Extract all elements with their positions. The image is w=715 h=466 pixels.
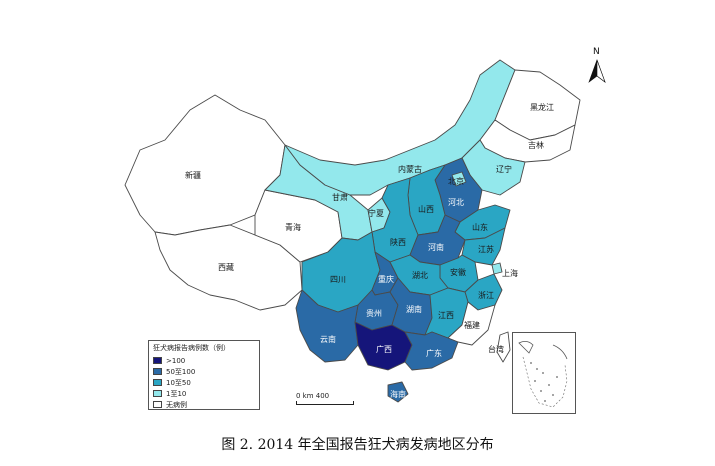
legend-item: 无病例 [153,399,255,410]
label-shandong: 山东 [472,222,488,232]
label-guangdong: 广东 [426,348,442,358]
label-henan: 河南 [428,242,444,252]
label-ningxia: 宁夏 [368,208,384,218]
label-gansu: 甘肃 [332,192,348,202]
label-hubei: 湖北 [412,271,428,280]
south-china-sea-inset [512,332,576,414]
label-chongqing: 重庆 [378,274,394,284]
label-shaanxi: 陕西 [390,237,406,247]
legend-item: 50至100 [153,366,255,377]
map-legend: 狂犬病报告病例数（例） >100 50至100 10至50 1至10 无病例 [148,340,260,410]
label-xizang: 西藏 [218,262,234,272]
region-shanghai [491,262,503,275]
label-liaoning: 辽宁 [496,164,512,174]
label-hebei: 河北 [448,197,464,207]
label-jilin: 吉林 [528,140,544,150]
province-labels: 新疆 西藏 青海 甘肃 内蒙古 黑龙江 吉林 辽宁 北京 河北 山西 山东 宁夏… [185,102,554,399]
legend-swatch [153,368,162,375]
legend-label: >100 [166,356,186,365]
label-hunan: 湖南 [406,304,422,314]
scale-label: 0 km 400 [296,392,330,400]
legend-swatch [153,357,162,364]
label-fujian: 福建 [464,320,480,330]
legend-label: 无病例 [166,400,187,409]
north-arrow-label: N [593,47,600,57]
label-jiangxi: 江西 [438,311,454,320]
legend-swatch [153,379,162,386]
legend-item: 10至50 [153,377,255,388]
label-qinghai: 青海 [285,222,301,232]
label-yunnan: 云南 [320,334,336,344]
label-shanxi: 山西 [418,204,434,214]
label-beijing: 北京 [448,176,464,186]
region-fujian [447,301,496,346]
legend-swatch [153,401,162,408]
label-shanghai: 上海 [502,268,518,278]
legend-label: 1至10 [166,389,187,398]
legend-item: >100 [153,355,255,366]
region-xizang [154,224,303,311]
figure-caption: 图 2. 2014 年全国报告狂犬病发病地区分布 [221,437,494,453]
label-taiwan: 台湾 [488,344,504,354]
scale-bar: 0 km 400 [296,392,354,405]
label-anhui: 安徽 [450,267,466,277]
china-rabies-map: 新疆 西藏 青海 甘肃 内蒙古 黑龙江 吉林 辽宁 北京 河北 山西 山东 宁夏… [124,47,606,403]
label-jiangsu: 江苏 [478,244,494,254]
label-guangxi: 广西 [376,344,392,354]
label-hainan: 海南 [390,389,406,399]
legend-item: 1至10 [153,388,255,399]
region-hainan [387,381,409,403]
legend-title: 狂犬病报告病例数（例） [153,344,230,352]
region-guangdong [404,331,459,371]
label-sichuan: 四川 [330,275,346,284]
region-beijing [451,171,467,187]
label-guizhou: 贵州 [366,308,382,318]
north-arrow: N [588,47,606,83]
label-xinjiang: 新疆 [185,170,201,180]
legend-label: 10至50 [166,378,191,387]
scale-line [296,401,354,405]
inset-islands [518,341,568,408]
label-zhejiang: 浙江 [478,290,494,300]
legend-label: 50至100 [166,367,196,376]
region-taiwan [496,331,511,363]
legend-swatch [153,390,162,397]
region-yunnan [295,289,359,363]
label-heilongjiang: 黑龙江 [530,102,554,112]
label-neimenggu: 内蒙古 [398,164,422,174]
